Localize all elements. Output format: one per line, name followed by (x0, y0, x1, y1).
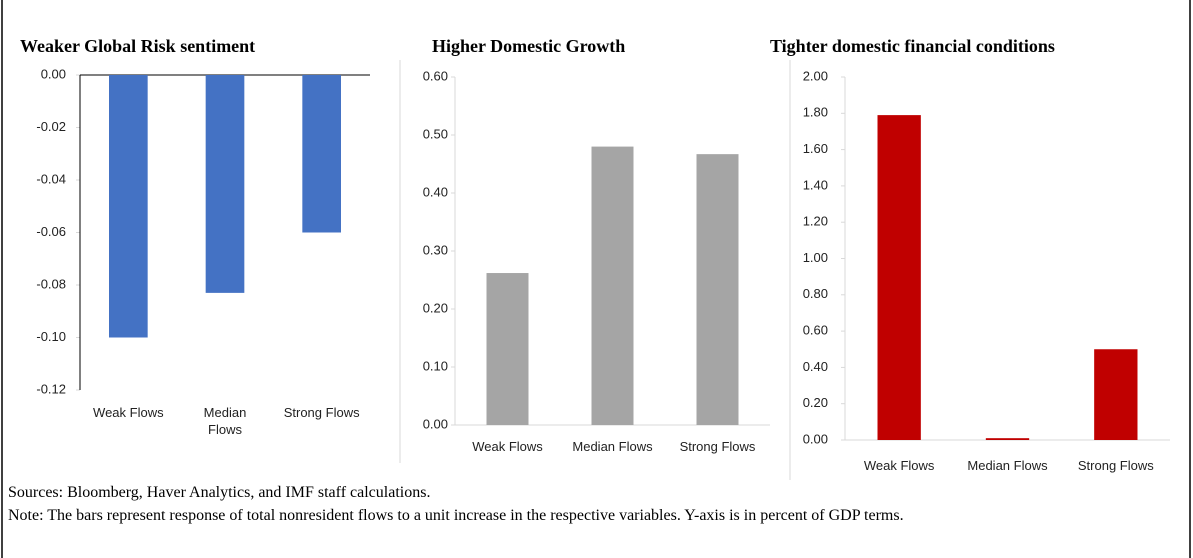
chart-title: Tighter domestic financial conditions (770, 36, 1055, 56)
bar (205, 75, 245, 293)
bar (591, 146, 634, 425)
bar (486, 273, 529, 425)
y-tick-label: 1.20 (803, 214, 828, 229)
x-tick-label: Median Flows (572, 439, 653, 454)
y-tick-label: -0.08 (36, 276, 66, 291)
x-tick-label: Weak Flows (472, 439, 543, 454)
y-tick-label: 1.00 (803, 250, 828, 265)
y-tick-label: 1.60 (803, 141, 828, 156)
x-tick-label: Strong Flows (283, 405, 360, 420)
bar (877, 115, 921, 441)
x-tick-label: Weak Flows (863, 458, 935, 473)
chart-title: Weaker Global Risk sentiment (20, 36, 255, 56)
note: Note: The bars represent response of tot… (8, 507, 904, 524)
y-tick-label: -0.12 (36, 381, 66, 396)
y-tick-label: 0.20 (803, 395, 828, 410)
y-tick-label: 0.00 (423, 416, 448, 431)
x-tick-label: Strong Flows (679, 439, 756, 454)
x-tick-label: Median Flows (203, 405, 247, 437)
y-tick-label: -0.06 (36, 224, 66, 239)
x-tick-label: Median Flows (967, 458, 1048, 473)
y-tick-label: -0.02 (36, 119, 66, 134)
bar (302, 75, 341, 233)
bar (1094, 349, 1138, 440)
x-tick-label: Weak Flows (93, 405, 164, 420)
bar (109, 75, 148, 338)
y-tick-label: -0.04 (36, 171, 66, 186)
y-tick-label: 0.50 (423, 126, 448, 141)
y-tick-label: 0.80 (803, 286, 828, 301)
chart-title: Higher Domestic Growth (432, 36, 625, 56)
x-tick-label: Strong Flows (1077, 458, 1154, 473)
bar (696, 154, 739, 425)
y-tick-label: 0.00 (803, 431, 828, 446)
y-tick-label: 0.40 (803, 359, 828, 374)
y-tick-label: 0.60 (803, 323, 828, 338)
y-tick-label: 2.00 (803, 68, 828, 83)
y-tick-label: 0.40 (423, 184, 448, 199)
y-tick-label: 0.30 (423, 242, 448, 257)
y-tick-label: 1.40 (803, 177, 828, 192)
y-tick-label: 0.20 (423, 300, 448, 315)
y-tick-label: -0.10 (36, 329, 66, 344)
y-tick-label: 0.60 (423, 68, 448, 83)
y-tick-label: 0.00 (41, 66, 66, 81)
bar (985, 438, 1030, 440)
y-tick-label: 1.80 (803, 105, 828, 120)
sources: Sources: Bloomberg, Haver Analytics, and… (8, 484, 431, 501)
y-tick-label: 0.10 (423, 358, 448, 373)
